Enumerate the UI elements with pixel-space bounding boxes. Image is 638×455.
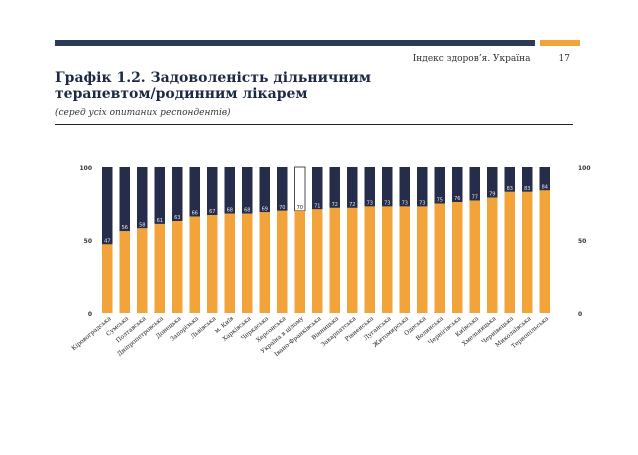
header-bar bbox=[55, 40, 535, 46]
page-number: 17 bbox=[558, 54, 570, 64]
bar-remainder bbox=[347, 167, 358, 208]
bar-remainder bbox=[382, 167, 393, 207]
bar-value-label: 70 bbox=[279, 205, 285, 211]
bar-value-label: 72 bbox=[332, 202, 338, 208]
bar-satisfied bbox=[539, 190, 550, 313]
bar-value-label: 68 bbox=[244, 208, 250, 214]
bar-remainder bbox=[154, 167, 165, 224]
bar-satisfied bbox=[487, 197, 498, 313]
bar-remainder bbox=[417, 167, 428, 207]
bar-remainder bbox=[189, 167, 200, 217]
bar-satisfied bbox=[452, 202, 463, 313]
y-tick-label-right: 0 bbox=[578, 311, 582, 318]
bar-satisfied bbox=[119, 231, 130, 313]
bar-satisfied bbox=[224, 213, 235, 313]
bar-remainder bbox=[329, 167, 340, 208]
bar-satisfied bbox=[504, 191, 515, 313]
bar-satisfied bbox=[364, 206, 375, 313]
bar-remainder bbox=[242, 167, 253, 214]
bar-satisfied bbox=[469, 200, 480, 313]
bar-satisfied bbox=[154, 223, 165, 313]
bar-value-label: 68 bbox=[227, 208, 233, 214]
bar-value-label: 73 bbox=[367, 200, 373, 206]
bar-remainder bbox=[119, 167, 130, 232]
bar-satisfied bbox=[102, 244, 113, 313]
bar-value-label: 73 bbox=[419, 200, 425, 206]
bar-remainder bbox=[522, 167, 533, 192]
bar-remainder bbox=[224, 167, 235, 214]
bar-satisfied bbox=[329, 207, 340, 313]
bar-remainder bbox=[277, 167, 288, 211]
bar-satisfied bbox=[172, 221, 183, 313]
y-tick-label-right: 50 bbox=[578, 238, 586, 245]
y-tick-label-right: 100 bbox=[578, 165, 591, 172]
bar-remainder bbox=[469, 167, 480, 201]
bar-satisfied bbox=[242, 213, 253, 313]
y-tick-label-left: 50 bbox=[84, 238, 92, 245]
bar-value-label: 77 bbox=[472, 195, 478, 201]
bar-remainder bbox=[137, 167, 148, 229]
bar-value-label: 73 bbox=[402, 200, 408, 206]
bar-remainder bbox=[434, 167, 445, 204]
bar-value-label: 66 bbox=[192, 211, 198, 217]
bar-satisfied bbox=[259, 212, 270, 313]
bar-value-label: 84 bbox=[542, 184, 548, 190]
y-tick-label-left: 0 bbox=[88, 311, 92, 318]
header-accent-bar bbox=[540, 40, 580, 46]
bar-remainder bbox=[364, 167, 375, 207]
bar-value-label: 83 bbox=[507, 186, 513, 192]
bar-value-label: 58 bbox=[139, 222, 145, 228]
bar-satisfied bbox=[277, 210, 288, 313]
y-tick-label-left: 100 bbox=[79, 165, 92, 172]
title-divider bbox=[55, 124, 573, 125]
bar-remainder bbox=[259, 167, 270, 213]
bar-satisfied bbox=[312, 209, 323, 313]
chart-subtitle: (серед усіх опитаних респондентів) bbox=[55, 108, 231, 118]
bar-satisfied bbox=[294, 210, 305, 313]
bar-value-label: 47 bbox=[104, 238, 110, 244]
bar-value-label: 83 bbox=[524, 186, 530, 192]
bar-remainder bbox=[207, 167, 218, 216]
bar-satisfied bbox=[417, 206, 428, 313]
bar-satisfied bbox=[207, 215, 218, 313]
bar-value-label: 61 bbox=[157, 218, 163, 224]
bar-value-label: 67 bbox=[209, 209, 215, 215]
bar-value-label: 76 bbox=[454, 196, 460, 202]
bar-satisfied bbox=[382, 206, 393, 313]
bar-remainder bbox=[504, 167, 515, 192]
chart-title: Графік 1.2. Задоволеність дільничним тер… bbox=[55, 70, 372, 102]
bar-satisfied bbox=[347, 207, 358, 313]
bar-remainder bbox=[539, 167, 550, 191]
bar-remainder bbox=[102, 167, 113, 245]
bar-remainder bbox=[312, 167, 323, 210]
bar-value-label: 71 bbox=[314, 203, 320, 209]
bar-satisfied bbox=[399, 206, 410, 313]
bar-value-label: 79 bbox=[489, 192, 495, 198]
bar-value-label: 70 bbox=[297, 205, 303, 211]
bar-remainder bbox=[172, 167, 183, 222]
bar-value-label: 72 bbox=[349, 202, 355, 208]
bar-value-label: 69 bbox=[262, 206, 268, 212]
bar-satisfied bbox=[434, 203, 445, 313]
page-header: Індекс здоров’я. Україна 17 bbox=[413, 54, 570, 64]
bar-value-label: 73 bbox=[384, 200, 390, 206]
bar-value-label: 56 bbox=[122, 225, 128, 231]
bar-satisfied bbox=[137, 228, 148, 313]
report-name: Індекс здоров’я. Україна bbox=[412, 54, 531, 64]
bar-satisfied bbox=[189, 216, 200, 313]
bar-remainder bbox=[487, 167, 498, 198]
bar-remainder bbox=[399, 167, 410, 207]
bar-value-label: 63 bbox=[174, 215, 180, 221]
bar-satisfied bbox=[522, 191, 533, 313]
bar-value-label: 75 bbox=[437, 198, 443, 204]
bar-remainder bbox=[452, 167, 463, 203]
